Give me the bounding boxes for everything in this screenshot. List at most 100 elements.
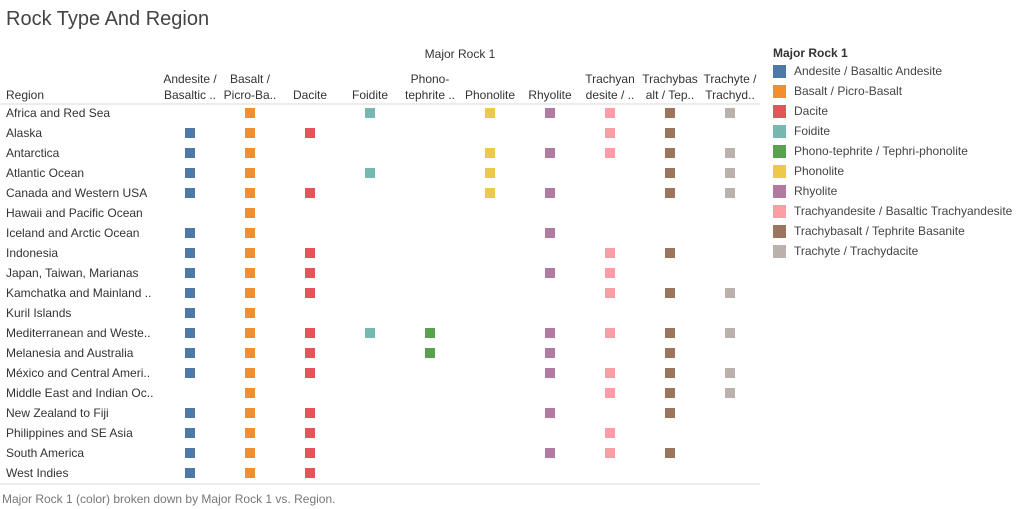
data-mark: [245, 468, 255, 478]
legend: Major Rock 1 Andesite / Basaltic Andesit…: [773, 45, 1012, 261]
row-label: Canada and Western USA: [6, 186, 147, 200]
legend-item[interactable]: Foidite: [773, 121, 1012, 141]
legend-item[interactable]: Rhyolite: [773, 181, 1012, 201]
data-mark: [245, 248, 255, 258]
data-mark: [425, 348, 435, 358]
column-header: Trachyd..: [705, 88, 755, 102]
data-mark: [245, 228, 255, 238]
data-mark: [605, 128, 615, 138]
data-mark: [185, 288, 195, 298]
data-mark: [185, 168, 195, 178]
data-mark: [665, 128, 675, 138]
data-mark: [665, 388, 675, 398]
data-mark: [545, 448, 555, 458]
data-mark: [665, 108, 675, 118]
row-label: Middle East and Indian Oc..: [6, 386, 153, 400]
data-mark: [605, 368, 615, 378]
legend-swatch: [773, 204, 786, 218]
data-mark: [665, 148, 675, 158]
row-field-title: Region: [6, 88, 44, 102]
data-mark: [485, 168, 495, 178]
legend-label: Trachyandesite / Basaltic Trachyandesite: [794, 204, 1013, 218]
data-mark: [545, 348, 555, 358]
data-mark: [725, 388, 735, 398]
column-field-title: Major Rock 1: [425, 47, 496, 61]
legend-item[interactable]: Trachyandesite / Basaltic Trachyandesite: [773, 201, 1012, 221]
data-mark: [605, 428, 615, 438]
legend-swatch: [773, 64, 786, 78]
data-mark: [545, 228, 555, 238]
data-mark: [185, 308, 195, 318]
legend-item[interactable]: Basalt / Picro-Basalt: [773, 81, 1012, 101]
data-mark: [665, 188, 675, 198]
data-mark: [725, 288, 735, 298]
row-label: México and Central Ameri..: [6, 366, 150, 380]
data-mark: [665, 168, 675, 178]
column-header: Dacite: [293, 88, 327, 102]
legend-item[interactable]: Phonolite: [773, 161, 1012, 181]
row-label: Antarctica: [6, 146, 60, 160]
legend-label: Rhyolite: [794, 184, 838, 198]
data-mark: [185, 468, 195, 478]
legend-item[interactable]: Trachybasalt / Tephrite Basanite: [773, 221, 1012, 241]
data-mark: [665, 248, 675, 258]
legend-swatch: [773, 164, 786, 178]
row-label: Kuril Islands: [6, 306, 71, 320]
legend-item[interactable]: Trachyte / Trachydacite: [773, 241, 1012, 261]
data-mark: [305, 448, 315, 458]
data-mark: [365, 108, 375, 118]
data-mark: [305, 428, 315, 438]
data-mark: [305, 368, 315, 378]
data-mark: [305, 248, 315, 258]
legend-item[interactable]: Dacite: [773, 101, 1012, 121]
legend-items: Andesite / Basaltic Andesite Basalt / Pic…: [773, 61, 1012, 261]
data-mark: [725, 108, 735, 118]
row-label: West Indies: [6, 466, 68, 480]
data-mark: [605, 388, 615, 398]
data-mark: [305, 468, 315, 478]
column-header: alt / Tep..: [646, 88, 694, 102]
data-mark: [665, 328, 675, 338]
row-label: Japan, Taiwan, Marianas: [6, 266, 139, 280]
legend-swatch: [773, 84, 786, 98]
data-mark: [305, 408, 315, 418]
column-header: Rhyolite: [528, 88, 572, 102]
data-mark: [185, 408, 195, 418]
data-mark: [185, 268, 195, 278]
data-mark: [605, 268, 615, 278]
legend-item[interactable]: Phono-tephrite / Tephri-phonolite: [773, 141, 1012, 161]
row-label: Hawaii and Pacific Ocean: [6, 206, 143, 220]
data-mark: [305, 348, 315, 358]
data-mark: [305, 268, 315, 278]
data-mark: [245, 408, 255, 418]
row-label: Africa and Red Sea: [6, 106, 110, 120]
data-mark: [545, 188, 555, 198]
column-header: Foidite: [352, 88, 388, 102]
data-mark: [545, 368, 555, 378]
row-label: Iceland and Arctic Ocean: [6, 226, 139, 240]
legend-item[interactable]: Andesite / Basaltic Andesite: [773, 61, 1012, 81]
row-label: Mediterranean and Weste..: [6, 326, 151, 340]
data-mark: [545, 108, 555, 118]
data-mark: [725, 328, 735, 338]
data-mark: [665, 348, 675, 358]
data-mark: [665, 288, 675, 298]
data-mark: [245, 128, 255, 138]
data-mark: [305, 328, 315, 338]
data-mark: [425, 328, 435, 338]
data-mark: [185, 368, 195, 378]
data-mark: [245, 428, 255, 438]
data-mark: [605, 328, 615, 338]
data-mark: [605, 248, 615, 258]
data-mark: [185, 328, 195, 338]
data-mark: [665, 408, 675, 418]
row-label: Atlantic Ocean: [6, 166, 84, 180]
legend-label: Basalt / Picro-Basalt: [794, 84, 903, 98]
row-label: Kamchatka and Mainland ..: [6, 286, 151, 300]
legend-label: Trachybasalt / Tephrite Basanite: [794, 224, 965, 238]
data-mark: [365, 168, 375, 178]
data-mark: [245, 448, 255, 458]
legend-swatch: [773, 104, 786, 118]
legend-label: Dacite: [794, 104, 829, 118]
data-mark: [245, 328, 255, 338]
